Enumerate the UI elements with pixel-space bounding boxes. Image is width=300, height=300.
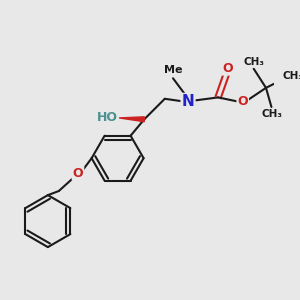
Text: CH₃: CH₃	[283, 71, 300, 81]
Polygon shape	[119, 117, 144, 122]
Text: O: O	[73, 167, 83, 180]
Text: HO: HO	[97, 111, 118, 124]
Text: N: N	[182, 94, 194, 109]
Text: O: O	[222, 61, 233, 75]
Text: O: O	[237, 95, 248, 108]
Text: CH₃: CH₃	[243, 57, 264, 67]
Text: Me: Me	[164, 65, 182, 75]
Text: CH₃: CH₃	[262, 109, 283, 119]
